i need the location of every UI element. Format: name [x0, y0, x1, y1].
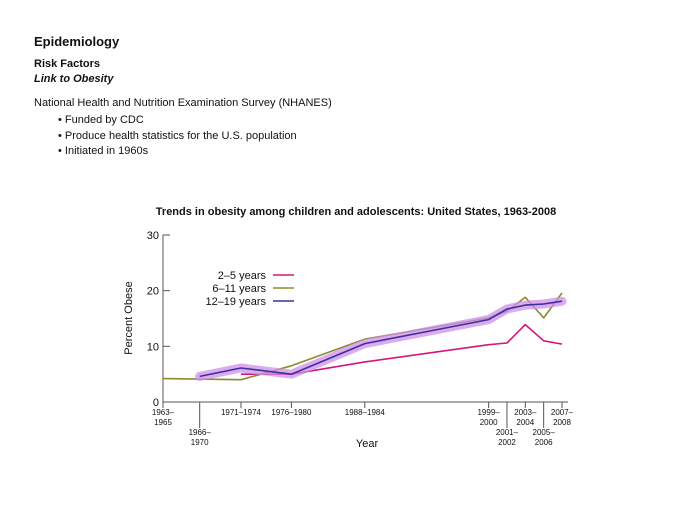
- x-tick-label: 1963– 1965: [152, 408, 175, 427]
- y-tick-label: 0: [153, 397, 159, 409]
- x-tick-label: 1966– 1970: [189, 428, 212, 447]
- legend-label: 12–19 years: [205, 296, 266, 308]
- chart-title: Trends in obesity among children and ado…: [155, 206, 557, 218]
- x-tick-label: 2003– 2004: [514, 408, 537, 427]
- x-tick-label: 1971–1974: [221, 408, 262, 417]
- y-tick-label: 10: [147, 341, 159, 353]
- y-axis-title: Percent Obese: [123, 281, 135, 354]
- bullet-item: Funded by CDC: [58, 113, 297, 129]
- x-tick-label: 1976–1980: [271, 408, 312, 417]
- bullet-list: Funded by CDC Produce health statistics …: [58, 113, 297, 160]
- x-tick-label: 1999– 2000: [477, 408, 500, 427]
- y-tick-label: 20: [147, 286, 159, 298]
- bullet-item: Produce health statistics for the U.S. p…: [58, 129, 297, 145]
- y-tick-label: 30: [147, 230, 159, 242]
- x-tick-label: 2001– 2002: [496, 428, 519, 447]
- x-axis-title: Year: [356, 438, 379, 450]
- slide-heading: Epidemiology: [34, 34, 120, 49]
- series-glow: [195, 296, 567, 381]
- survey-name: National Health and Nutrition Examinatio…: [34, 97, 332, 109]
- slide-subheading-italic: Link to Obesity: [34, 73, 114, 85]
- legend-label: 6–11 years: [212, 283, 266, 295]
- x-tick-label: 1988–1984: [345, 408, 386, 417]
- x-tick-label: 2005– 2006: [533, 428, 556, 447]
- x-tick-label: 2007– 2008: [551, 408, 574, 427]
- bullet-item: Initiated in 1960s: [58, 144, 297, 160]
- series-line: [199, 300, 563, 378]
- legend-label: 2–5 years: [218, 270, 267, 282]
- slide-subheading: Risk Factors: [34, 58, 101, 70]
